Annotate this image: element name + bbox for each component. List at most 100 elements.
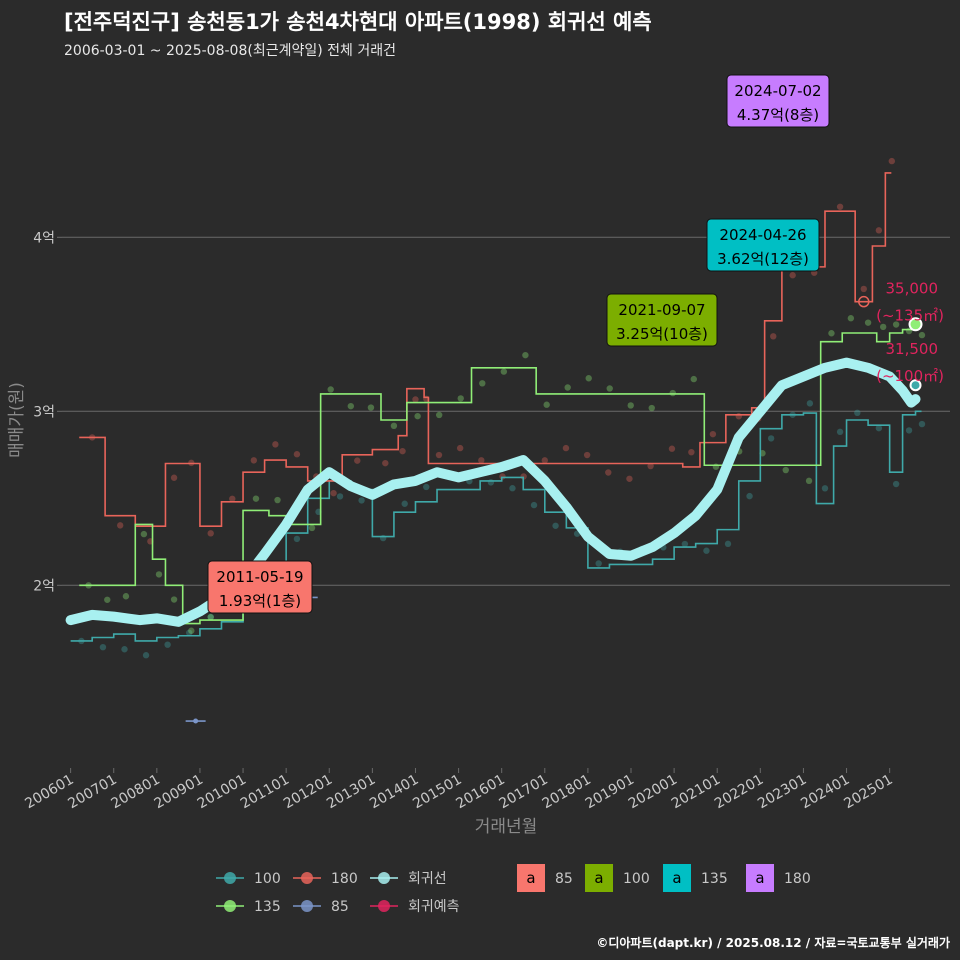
forecast-price-label: 31,500 — [886, 340, 939, 358]
trade-point-180 — [354, 457, 361, 464]
trade-point-135 — [847, 315, 855, 322]
trade-point-180 — [412, 396, 419, 403]
callout-date: 2011-05-19 — [216, 568, 303, 586]
x-tick-label: 202401 — [798, 772, 852, 813]
x-tick-label: 200901 — [152, 772, 206, 813]
trade-point-135 — [648, 404, 655, 412]
legend-marker-135 — [224, 900, 236, 912]
regression-line — [65, 357, 921, 627]
callout-date: 2024-07-02 — [734, 82, 821, 100]
trade-point-180 — [709, 430, 717, 438]
trade-point-100 — [552, 522, 559, 529]
x-tick-label: 200801 — [109, 772, 163, 813]
legend-label-100: 100 — [254, 871, 281, 887]
forecast-area-label: (~100㎡) — [876, 367, 944, 385]
trade-point-100 — [530, 501, 538, 509]
trade-point-180 — [272, 441, 279, 448]
forecast-point-135 — [908, 317, 923, 332]
trade-point-100 — [892, 480, 900, 488]
trade-point-135 — [918, 331, 926, 339]
x-tick-label: 201401 — [367, 772, 421, 813]
x-tick-label: 202101 — [669, 772, 723, 813]
trade-point-100 — [336, 493, 344, 500]
trade-point-135 — [188, 627, 195, 634]
trade-point-85 — [193, 718, 199, 724]
trade-point-135 — [327, 386, 334, 393]
callout-box-135 — [706, 218, 820, 272]
trade-point-135 — [347, 402, 355, 410]
legend-swatch-glyph: a — [594, 869, 603, 887]
trade-point-180 — [116, 522, 124, 529]
trade-point-180 — [250, 457, 258, 464]
trade-point-135 — [435, 411, 443, 419]
trade-point-180 — [789, 272, 796, 279]
callout-value: 3.25억(10층) — [616, 325, 708, 343]
trade-point-100 — [509, 485, 516, 492]
trade-point-135 — [585, 375, 592, 382]
trade-point-135 — [414, 412, 421, 420]
trade-point-135 — [627, 402, 634, 409]
legend-swatch-s135 — [663, 864, 691, 892]
trade-point-100 — [207, 613, 214, 621]
trade-point-135 — [500, 368, 508, 375]
trade-point-180 — [770, 333, 777, 340]
callout-date: 2024-04-26 — [719, 226, 806, 244]
trade-point-135 — [122, 593, 130, 600]
legend-label-180: 180 — [331, 871, 358, 887]
legend-marker-100 — [224, 872, 236, 884]
trade-point-100 — [836, 428, 844, 436]
trade-point-135 — [864, 319, 872, 326]
chart-title: [전주덕진구] 송천동1가 송천4차현대 아파트(1998) 회귀선 예측 — [64, 10, 652, 34]
series-line-135 — [79, 323, 922, 625]
legend-swatch-glyph: a — [755, 869, 764, 887]
x-tick-label: 201601 — [453, 772, 507, 813]
trade-point-180 — [478, 457, 485, 464]
callout-value: 3.62억(12층) — [717, 250, 809, 268]
legend-swatch-glyph: a — [526, 869, 535, 887]
legend-fill-label-s180: 180 — [784, 871, 811, 887]
trade-point-180 — [170, 474, 178, 481]
trade-point-180 — [207, 530, 214, 537]
series-line-100 — [70, 410, 922, 642]
callout-value: 4.37억(8층) — [737, 106, 819, 124]
trade-point-100 — [806, 400, 814, 407]
trade-point-135 — [606, 385, 613, 392]
x-tick-label: 202301 — [755, 772, 809, 813]
trade-point-135 — [805, 477, 813, 485]
trade-point-100 — [681, 540, 689, 548]
y-axis-title: 매매가(원) — [7, 382, 27, 458]
x-tick-label: 201101 — [238, 772, 292, 813]
x-tick-label: 202201 — [712, 772, 766, 813]
trade-point-135 — [252, 495, 260, 502]
trade-point-180 — [583, 451, 591, 459]
trade-point-100 — [918, 420, 926, 428]
x-tick-label: 201701 — [497, 772, 551, 813]
legend-marker-forecast — [378, 900, 390, 912]
legend-fill-label-s85: 85 — [555, 871, 573, 887]
trade-point-100 — [724, 540, 732, 548]
trade-point-135 — [274, 496, 281, 504]
trade-point-135 — [140, 530, 148, 538]
callout-box-180 — [726, 74, 830, 128]
y-tick-label: 2억 — [33, 578, 55, 594]
trade-point-180 — [330, 489, 337, 497]
x-tick-label: 200701 — [65, 772, 119, 813]
chart-subtitle: 2006-03-01 ~ 2025-08-08(최근계약일) 전체 거래건 — [64, 43, 396, 59]
x-tick-label: 201201 — [281, 772, 335, 813]
trade-point-100 — [401, 500, 408, 507]
x-tick-label: 201501 — [410, 772, 464, 813]
trade-point-135 — [522, 351, 529, 359]
trade-point-135 — [104, 596, 111, 603]
trade-point-180 — [688, 448, 695, 456]
trade-point-100 — [358, 497, 365, 504]
trade-point-135 — [390, 422, 398, 430]
trade-point-180 — [293, 451, 301, 458]
trade-point-180 — [399, 447, 406, 455]
trade-point-180 — [836, 203, 844, 210]
trade-point-180 — [668, 445, 676, 452]
legend-fill-label-s100: 100 — [623, 871, 650, 887]
trade-point-100 — [99, 643, 107, 651]
legend-swatch-s100 — [585, 864, 613, 892]
trade-point-100 — [703, 547, 710, 554]
